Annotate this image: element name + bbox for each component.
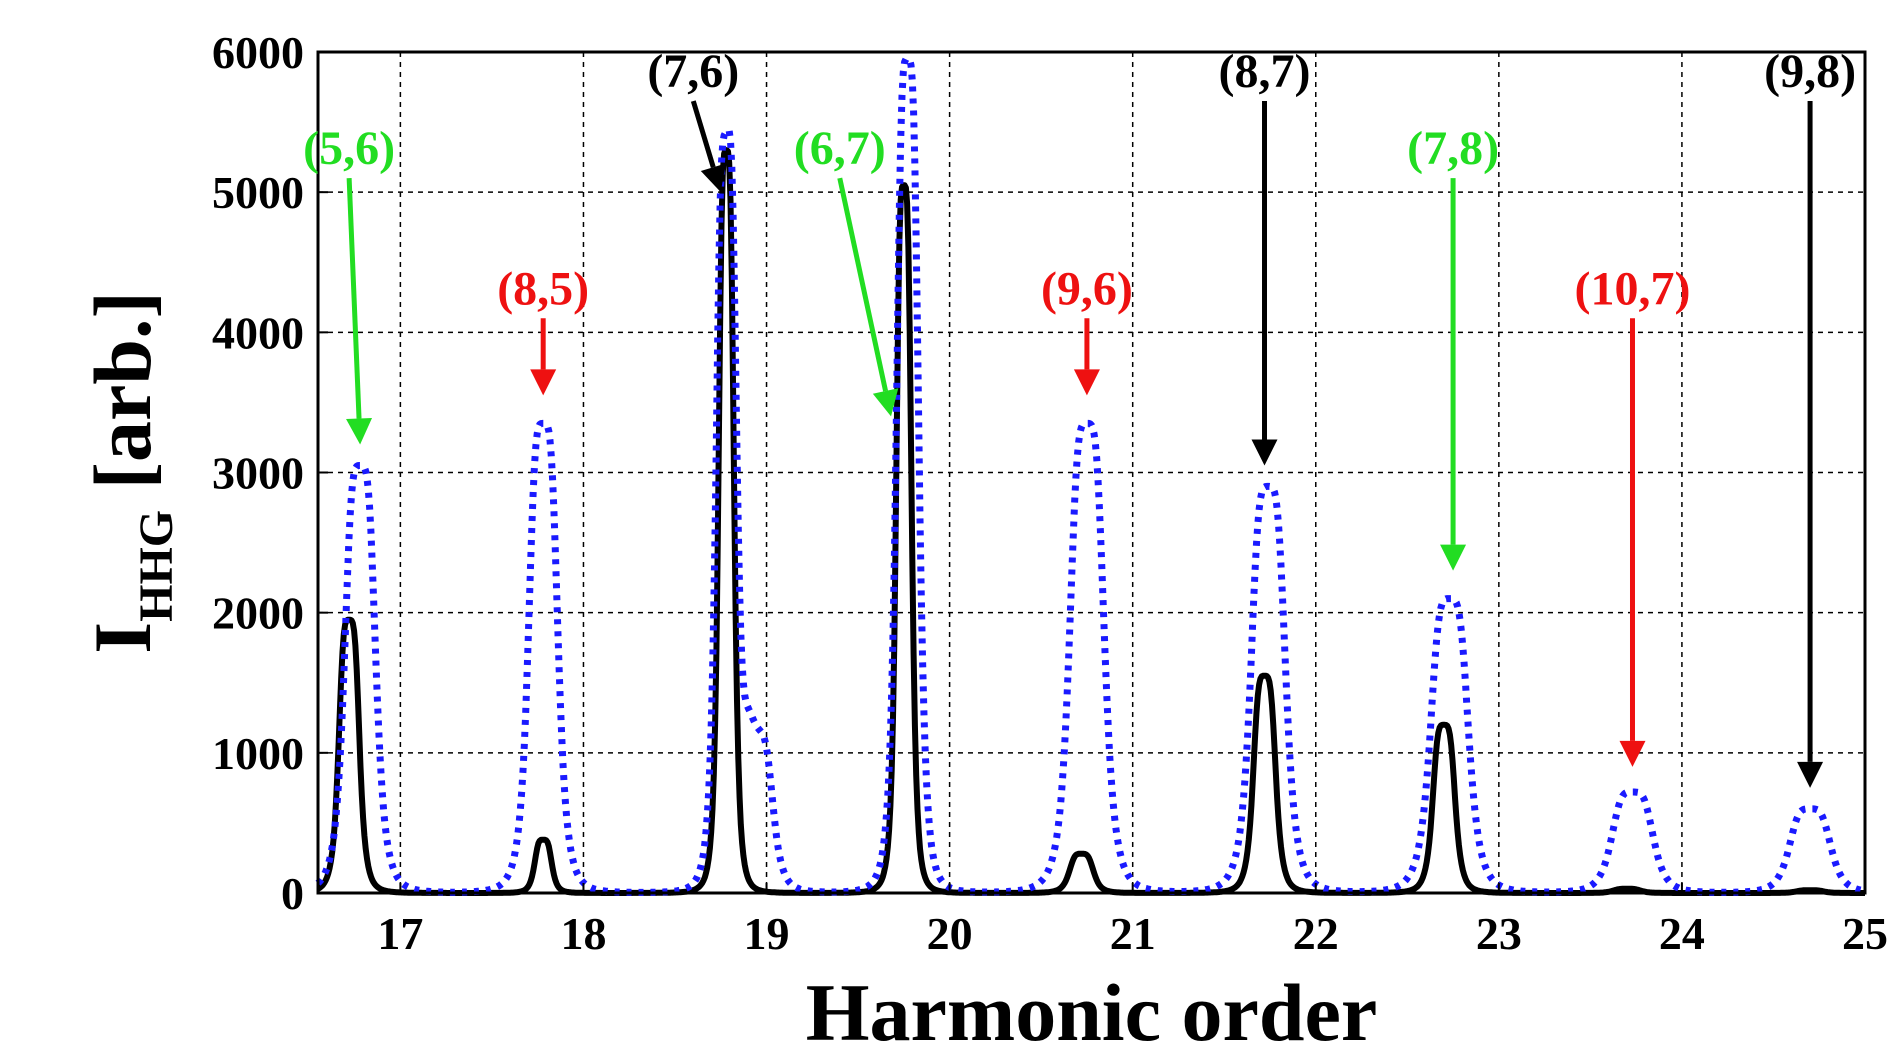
y-tick-label: 6000 [212, 27, 304, 78]
y-tick-label: 5000 [212, 167, 304, 218]
x-tick-label: 23 [1476, 908, 1522, 959]
annotation-label: (7,8) [1407, 122, 1499, 175]
y-tick-label: 0 [281, 868, 304, 919]
y-tick-label: 3000 [212, 448, 304, 499]
annotation-arrow-shaft [837, 177, 889, 392]
annotation-arrow-head [700, 163, 726, 193]
y-axis-label-main: I [77, 622, 168, 654]
peak-annotations: (5,6) (8,5) (7,6) (6,7) (9,6) (8,7) (7,8) (10,7… [303, 45, 1856, 788]
annotation-label: (5,6) [303, 122, 395, 175]
annotation-label: (8,7) [1219, 45, 1311, 98]
x-axis-label: Harmonic order [806, 967, 1378, 1058]
annotation-label: (9,8) [1764, 45, 1856, 98]
x-tick-label: 24 [1659, 908, 1705, 959]
annotation-arrow-head [872, 388, 899, 417]
annotation-arrow-head [346, 417, 373, 445]
x-tick-label: 25 [1842, 908, 1888, 959]
annotation-arrow-head [1440, 544, 1467, 571]
grid-lines [318, 52, 1865, 893]
annotation-arrow-shaft [346, 178, 362, 419]
y-tick-label: 2000 [212, 588, 304, 639]
annotation-arrow-head [530, 369, 557, 396]
x-tick-label: 20 [927, 908, 973, 959]
annotation-arrow-head [1619, 740, 1646, 767]
y-tick-label: 1000 [212, 728, 304, 779]
annotation-label: (9,6) [1041, 262, 1133, 315]
annotation-arrow-shaft [690, 100, 716, 168]
annotation-arrow-head [1797, 761, 1824, 788]
annotation-label: (8,5) [497, 262, 589, 315]
y-axis-label-unit: [arb.] [77, 291, 168, 510]
x-tick-label: 21 [1110, 908, 1156, 959]
annotation-label: (10,7) [1575, 262, 1691, 315]
annotation-label: (7,6) [647, 45, 739, 98]
y-axis-label: IHHG [arb.] [77, 291, 183, 654]
dotted-blue-series [315, 55, 1868, 896]
x-tick-label: 22 [1293, 908, 1339, 959]
x-tick-label: 18 [560, 908, 606, 959]
annotation-arrow-head [1073, 369, 1100, 396]
y-axis-label-subscript: HHG [130, 510, 183, 622]
annotation-arrow-head [1251, 439, 1278, 466]
x-tick-label: 17 [377, 908, 423, 959]
x-tick-label: 19 [744, 908, 790, 959]
annotation-label: (6,7) [794, 122, 886, 175]
axis-ticks: 17 18 19 20 21 22 23 24 25 0 1000 2000 3000 4000 5000 6… [212, 27, 1888, 959]
y-tick-label: 4000 [212, 307, 304, 358]
svg-text:IHHG [arb.]: IHHG [arb.] [77, 291, 183, 654]
